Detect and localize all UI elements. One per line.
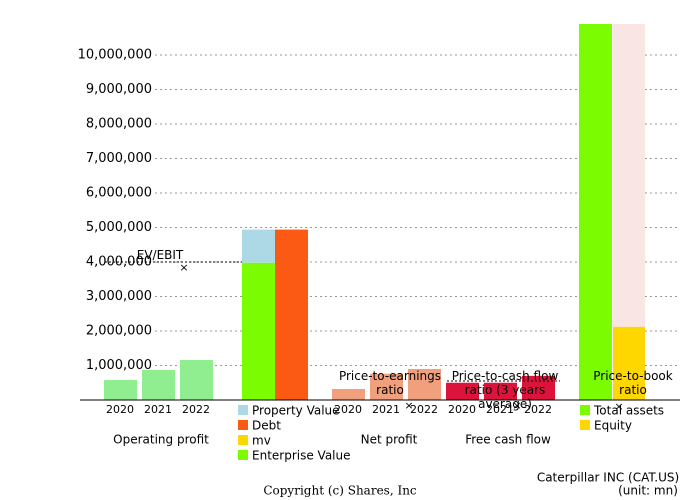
ratio-label: Price-to-earnings ratio [338,369,442,397]
ratio-marker: × [614,400,623,413]
legend-label: Total assets [593,404,664,418]
legend-label: Equity [594,419,632,433]
bar [104,379,137,400]
bar [332,388,365,400]
unit: (unit: mn) [618,484,678,498]
legend-label: Enterprise Value [252,449,351,463]
legend-swatch [238,450,248,460]
x-tick-label: 2020 [106,403,134,416]
bar [579,24,612,400]
y-tick-label: 1,000,000 [86,358,152,373]
x-tick-label: 2021 [372,403,400,416]
legend-swatch [238,420,248,430]
group-label: Operating profit [113,433,209,447]
legend-label: Property Value [252,404,340,418]
bar [242,229,275,263]
bar [446,382,479,400]
legend-swatch [580,405,590,415]
x-tick-label: 2022 [182,403,210,416]
x-tick-label: 2020 [448,403,476,416]
bar [180,359,213,400]
y-tick-label: 8,000,000 [86,117,152,132]
copyright: Copyright (c) Shares, Inc [263,484,417,498]
ratio-marker: × [404,399,413,412]
x-tick-label: 2022 [524,403,552,416]
ratio-label: EV/EBIT [136,248,184,262]
x-tick-label: 2021 [486,403,514,416]
legend-swatch [580,420,590,430]
y-tick-label: 6,000,000 [86,186,152,201]
y-tick-label: 9,000,000 [86,82,152,97]
bar [275,229,308,400]
legend-label: Debt [252,419,281,433]
legend-swatch [238,405,248,415]
bar [613,326,645,400]
ratio-label: Price-to-book ratio [593,369,673,397]
group-label: Net profit [361,433,418,447]
y-tick-label: 7,000,000 [86,151,152,166]
y-tick-label: 2,000,000 [86,324,152,339]
bar [142,369,175,400]
company: Caterpillar INC (CAT.US) [537,471,679,485]
y-tick-label: 3,000,000 [86,289,152,304]
bar [484,382,517,400]
legend-swatch [238,435,248,445]
bar [522,375,555,400]
y-tick-label: 5,000,000 [86,220,152,235]
bar [242,262,275,400]
ratio-marker: × [512,399,521,412]
bar [370,373,403,400]
x-tick-label: 2021 [144,403,172,416]
ratio-label: Price-to-cash flow ratio (3 years averag… [451,369,559,411]
x-tick-label: 2020 [334,403,362,416]
y-tick-label: 10,000,000 [78,48,152,63]
group-label: Free cash flow [465,433,551,447]
x-tick-label: 2022 [410,403,438,416]
legend-label: mv [252,434,271,448]
bar [408,368,441,400]
ratio-marker: × [179,261,188,274]
